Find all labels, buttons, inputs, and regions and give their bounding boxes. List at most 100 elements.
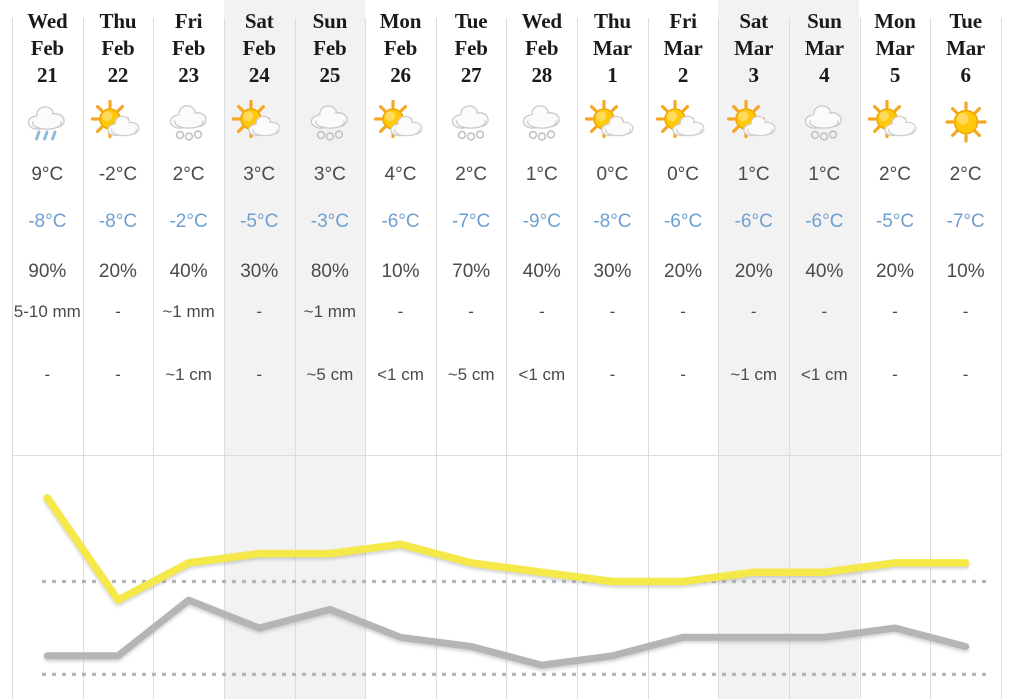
column-divider — [577, 18, 578, 456]
forecast-day-column[interactable]: Sat Mar 3 1°C -6°C 20% - ~1 cm — [718, 0, 789, 456]
high-temperature: 0°C — [596, 164, 629, 185]
column-divider — [718, 18, 719, 456]
low-temperature: -6°C — [734, 211, 773, 232]
day-weekday: Sun — [312, 9, 348, 33]
forecast-day-column[interactable]: Thu Feb 22 -2°C -8°C 20% - - — [83, 0, 154, 456]
column-divider — [1001, 18, 1002, 456]
low-temperature: -3°C — [310, 211, 349, 232]
column-divider — [860, 18, 861, 456]
low-temperature: -6°C — [805, 211, 844, 232]
chart-gridline — [12, 456, 13, 699]
day-month: Feb — [313, 36, 347, 60]
probability-of-precipitation: 10% — [381, 261, 420, 282]
rainfall-amount: - — [538, 302, 545, 321]
forecast-day-column[interactable]: Mon Feb 26 4°C -6°C 10% - <1 cm — [365, 0, 436, 456]
day-weekday: Mon — [874, 9, 916, 33]
day-number: 26 — [390, 63, 411, 87]
snowfall-amount: - — [892, 365, 898, 384]
low-temperature: -7°C — [452, 211, 491, 232]
rainfall-amount: - — [115, 302, 121, 321]
forecast-day-column[interactable]: Thu Mar 1 0°C -8°C 30% - - — [577, 0, 648, 456]
day-month: Feb — [383, 36, 418, 60]
sun-cloud-icon — [718, 91, 789, 153]
day-weekday: Tue — [454, 9, 488, 33]
column-divider — [789, 18, 790, 456]
forecast-day-column[interactable]: Sat Feb 24 3°C -5°C 30% - - — [224, 0, 295, 456]
rainfall-amount: - — [609, 302, 616, 321]
high-temperature: 4°C — [384, 164, 417, 185]
day-weekday: Thu — [99, 9, 137, 33]
high-temperature: 3°C — [243, 164, 276, 185]
rainfall-amount: - — [821, 302, 828, 321]
sun-cloud-icon — [224, 91, 295, 153]
low-temperature: -8°C — [593, 211, 632, 232]
chart-gridline — [789, 456, 790, 699]
probability-of-precipitation: 40% — [169, 261, 208, 282]
rainfall-amount: 5-10 mm — [13, 302, 81, 321]
snowfall-amount: ~1 cm — [165, 365, 212, 384]
rain-showers-icon — [12, 91, 83, 153]
low-temperature: -6°C — [663, 211, 703, 232]
snowfall-amount: <1 cm — [377, 365, 424, 384]
probability-of-precipitation: 80% — [310, 261, 349, 282]
snowfall-amount: ~5 cm — [306, 365, 354, 384]
forecast-day-column[interactable]: Fri Feb 23 2°C -2°C 40% ~1 mm ~1 cm — [153, 0, 224, 456]
day-weekday: Tue — [949, 9, 982, 33]
day-header: Sun Mar 4 — [805, 0, 844, 89]
chart-gridline — [295, 456, 296, 699]
day-number: 21 — [37, 63, 58, 87]
low-temperature: -8°C — [98, 211, 138, 232]
forecast-day-column[interactable]: Wed Feb 21 9°C -8°C 90% 5-10 mm - — [12, 0, 83, 456]
snow-cloud-icon — [295, 91, 366, 153]
forecast-day-column[interactable]: Tue Feb 27 2°C -7°C 70% - ~5 cm — [436, 0, 507, 456]
high-temperature: 9°C — [31, 164, 64, 185]
column-divider — [12, 18, 13, 456]
forecast-day-column[interactable]: Fri Mar 2 0°C -6°C 20% - - — [648, 0, 719, 456]
chart-gridline — [436, 456, 437, 699]
snowfall-amount: - — [115, 365, 121, 384]
day-month: Mar — [946, 36, 986, 60]
forecast-day-column[interactable]: Mon Mar 5 2°C -5°C 20% - - — [860, 0, 931, 456]
column-divider — [83, 18, 84, 456]
snow-cloud-icon — [436, 91, 507, 153]
day-header: Sat Feb 24 — [243, 0, 276, 89]
day-number: 5 — [889, 63, 901, 87]
probability-of-precipitation: 20% — [664, 261, 703, 282]
day-weekday: Fri — [669, 9, 697, 33]
day-header: Mon Feb 26 — [380, 0, 422, 89]
forecast-day-column[interactable]: Sun Feb 25 3°C -3°C 80% ~1 mm ~5 cm — [295, 0, 366, 456]
probability-of-precipitation: 20% — [98, 261, 137, 282]
sun-cloud-icon — [577, 91, 648, 153]
sun-icon — [930, 91, 1001, 153]
forecast-day-column[interactable]: Tue Mar 6 2°C -7°C 10% - - — [930, 0, 1001, 456]
day-header: Mon Mar 5 — [874, 0, 916, 89]
day-weekday: Fri — [174, 9, 203, 33]
snowfall-amount: ~5 cm — [447, 365, 495, 384]
high-temperature: 2°C — [949, 164, 982, 185]
column-divider — [224, 18, 225, 456]
rainfall-amount: - — [256, 302, 263, 321]
day-weekday: Sat — [739, 9, 768, 33]
snowfall-amount: - — [44, 365, 51, 384]
day-month: Feb — [242, 36, 276, 60]
rainfall-amount: ~1 mm — [162, 302, 215, 321]
day-number: 25 — [319, 63, 341, 87]
day-number: 1 — [607, 63, 618, 87]
rainfall-amount: - — [680, 302, 686, 321]
sun-cloud-icon — [83, 91, 154, 153]
forecast-day-column[interactable]: Wed Feb 28 1°C -9°C 40% - <1 cm — [506, 0, 577, 456]
rainfall-amount: - — [962, 302, 969, 321]
low-temperature: -7°C — [946, 211, 985, 232]
sun-cloud-icon — [648, 91, 719, 153]
low-temperature: -8°C — [28, 211, 67, 232]
high-temperature: 1°C — [525, 164, 558, 185]
forecast-day-column[interactable]: Sun Mar 4 1°C -6°C 40% - <1 cm — [789, 0, 860, 456]
snowfall-amount: <1 cm — [518, 365, 566, 384]
column-divider — [506, 18, 507, 456]
low-temperature: -2°C — [169, 211, 208, 232]
chart-gridline — [648, 456, 649, 699]
high-temperature: 1°C — [737, 164, 770, 185]
weekend-band-mar3-4 — [718, 0, 859, 456]
rainfall-amount: - — [892, 302, 898, 321]
day-header: Sun Feb 25 — [312, 0, 348, 89]
